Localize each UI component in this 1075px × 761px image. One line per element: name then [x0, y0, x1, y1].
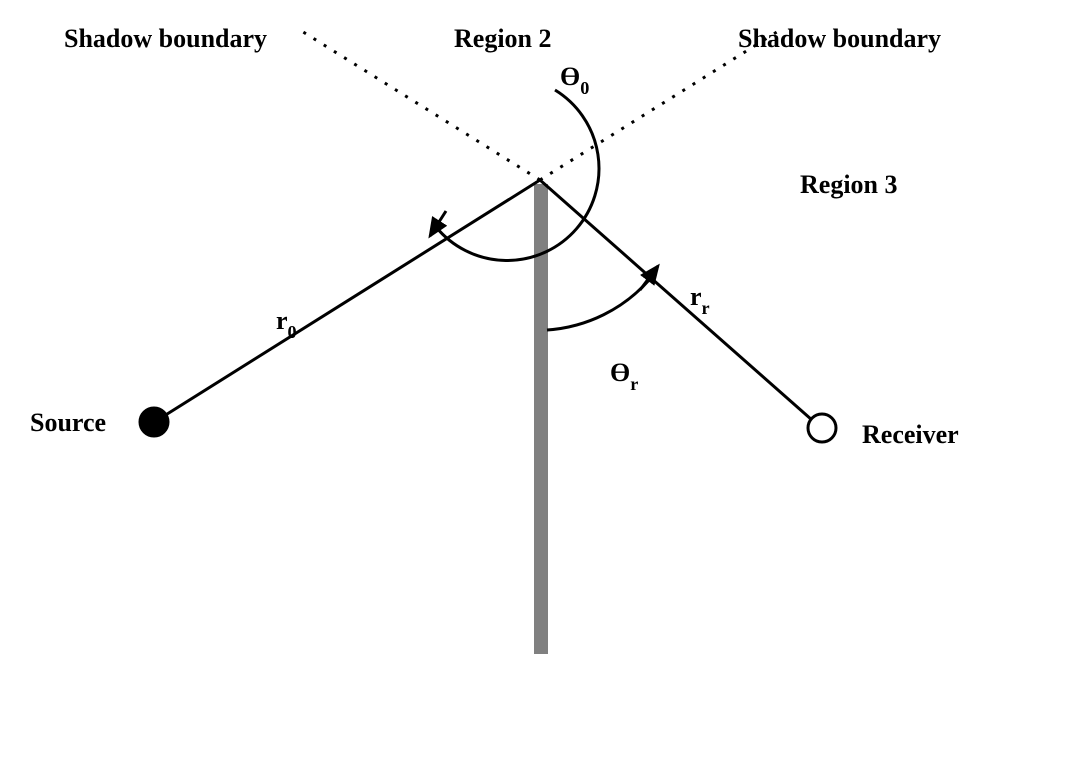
label-rr: rr	[690, 282, 710, 316]
arc-theta0-arrow	[430, 211, 446, 236]
label-receiver: Receiver	[862, 420, 959, 450]
label-theta-r: Өr	[610, 358, 638, 392]
line-rr	[540, 180, 812, 420]
label-shadow-boundary-right: Shadow boundary	[738, 24, 941, 54]
line-r0	[164, 180, 540, 416]
arc-theta0	[436, 90, 599, 260]
label-region-2: Region 2	[454, 24, 552, 54]
label-region-3: Region 3	[800, 170, 898, 200]
label-shadow-boundary-left: Shadow boundary	[64, 24, 267, 54]
arc-thetar	[547, 279, 650, 330]
label-theta-0: Ө0	[560, 62, 589, 96]
source-point	[140, 408, 168, 436]
diagram-svg	[0, 0, 1075, 761]
receiver-point	[808, 414, 836, 442]
label-r0: r0	[276, 306, 297, 340]
label-source: Source	[30, 408, 106, 438]
